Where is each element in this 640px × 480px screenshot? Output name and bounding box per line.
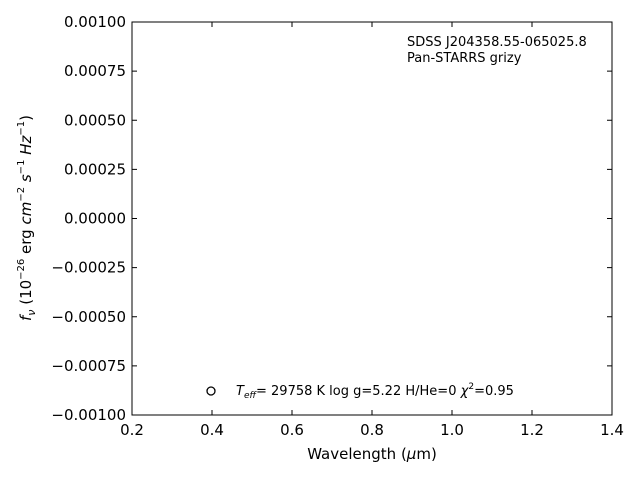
y-tick-label: −0.00050 (51, 308, 126, 326)
y-axis-label: fν (10−26 erg cm−2 s−1 Hz−1) (16, 115, 38, 321)
plot-frame (131, 21, 613, 416)
y-tick-label: −0.00075 (51, 357, 126, 375)
object-name-label: SDSS J204358.55-065025.8 (407, 35, 587, 50)
x-tick-label: 1.0 (440, 421, 464, 439)
x-tick-label: 0.6 (280, 421, 304, 439)
plot-area (131, 21, 613, 416)
x-tick-label: 0.4 (200, 421, 224, 439)
x-tick-label: 0.2 (120, 421, 144, 439)
y-tick-label: −0.00025 (51, 259, 126, 277)
x-tick-label: 0.8 (360, 421, 384, 439)
legend-chi2: 0.95 (485, 384, 514, 399)
legend-hhe: 0 (448, 384, 456, 399)
legend-teff: 29758 K (271, 384, 325, 399)
photometry-label: Pan-STARRS grizy (407, 51, 522, 66)
x-axis-label: Wavelength (μm) (307, 445, 437, 463)
y-tick-label: 0.00075 (64, 62, 126, 80)
y-axis: −0.00100 −0.00075 −0.00050 −0.00025 0.00000 0… (51, 13, 612, 424)
x-axis: 0.2 0.4 0.6 0.8 1.0 1.2 1.4 (120, 22, 624, 439)
x-tick-label: 1.4 (600, 421, 624, 439)
legend: Teff= 29758 K log g=5.22 H/He=0 χ2=0.95 (206, 382, 514, 401)
x-tick-label: 1.2 (520, 421, 544, 439)
y-tick-label: 0.00100 (64, 13, 126, 31)
legend-marker (206, 386, 216, 396)
legend-logg: 5.22 (372, 384, 401, 399)
y-tick-label: 0.00000 (64, 210, 126, 228)
y-tick-label: 0.00025 (64, 160, 126, 178)
y-tick-label: −0.00100 (51, 406, 126, 424)
legend-text: Teff= 29758 K log g=5.22 H/He=0 χ2=0.95 (236, 382, 514, 401)
y-tick-label: 0.00050 (64, 111, 126, 129)
